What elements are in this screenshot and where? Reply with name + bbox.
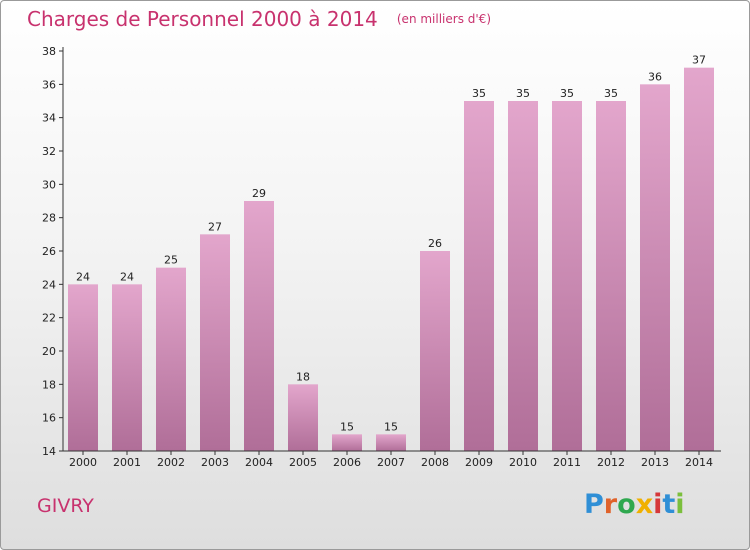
x-tick-label: 2001 xyxy=(113,456,141,469)
bar-2000 xyxy=(68,284,98,451)
x-tick-label: 2010 xyxy=(509,456,537,469)
data-label-2009: 35 xyxy=(472,87,486,100)
x-tick-label: 2009 xyxy=(465,456,493,469)
x-tick-label: 2014 xyxy=(685,456,713,469)
data-label-2007: 15 xyxy=(384,420,398,433)
x-tick-label: 2002 xyxy=(157,456,185,469)
y-tick-label: 24 xyxy=(42,278,56,291)
logo-letter: t xyxy=(662,489,676,520)
bar-2012 xyxy=(596,101,626,451)
data-label-2011: 35 xyxy=(560,87,574,100)
logo-letter: o xyxy=(617,489,636,520)
x-tick-label: 2003 xyxy=(201,456,229,469)
bar-2003 xyxy=(200,234,230,451)
bar-2008 xyxy=(420,251,450,451)
x-tick-label: 2013 xyxy=(641,456,669,469)
data-label-2006: 15 xyxy=(340,420,354,433)
chart-title: Charges de Personnel 2000 à 2014 (en mil… xyxy=(27,7,491,31)
data-label-2005: 18 xyxy=(296,370,310,383)
place-name: GIVRY xyxy=(37,495,94,517)
y-tick-label: 14 xyxy=(42,445,56,458)
bar-2011 xyxy=(552,101,582,451)
x-tick-label: 2011 xyxy=(553,456,581,469)
x-tick-label: 2012 xyxy=(597,456,625,469)
data-label-2003: 27 xyxy=(208,220,222,233)
x-tick-label: 2007 xyxy=(377,456,405,469)
data-label-2002: 25 xyxy=(164,254,178,267)
data-label-2014: 37 xyxy=(692,54,706,67)
logo-letter: P xyxy=(584,489,604,520)
bar-2004 xyxy=(244,201,274,451)
y-tick-label: 34 xyxy=(42,112,56,125)
logo-letter: i xyxy=(675,489,685,520)
y-tick-label: 38 xyxy=(42,45,56,58)
bar-2006 xyxy=(332,434,362,451)
title-main: Charges de Personnel 2000 à 2014 xyxy=(27,7,378,31)
title-unit: (en milliers d'€) xyxy=(396,12,491,26)
bar-2009 xyxy=(464,101,494,451)
data-label-2012: 35 xyxy=(604,87,618,100)
bar-2010 xyxy=(508,101,538,451)
data-label-2001: 24 xyxy=(120,270,134,283)
x-tick-label: 2004 xyxy=(245,456,273,469)
proxiti-logo: Proxiti xyxy=(584,489,685,520)
y-tick-label: 32 xyxy=(42,145,56,158)
bar-2007 xyxy=(376,434,406,451)
y-tick-label: 22 xyxy=(42,312,56,325)
logo-letter: r xyxy=(603,489,618,520)
x-tick-label: 2005 xyxy=(289,456,317,469)
data-label-2010: 35 xyxy=(516,87,530,100)
y-tick-label: 36 xyxy=(42,78,56,91)
data-label-2000: 24 xyxy=(76,270,90,283)
bar-2005 xyxy=(288,384,318,451)
y-tick-label: 16 xyxy=(42,412,56,425)
data-label-2004: 29 xyxy=(252,187,266,200)
x-tick-label: 2008 xyxy=(421,456,449,469)
y-tick-label: 26 xyxy=(42,245,56,258)
y-tick-label: 20 xyxy=(42,345,56,358)
bar-2013 xyxy=(640,84,670,451)
y-tick-label: 28 xyxy=(42,212,56,225)
data-label-2013: 36 xyxy=(648,70,662,83)
y-tick-label: 30 xyxy=(42,178,56,191)
logo-letter: i xyxy=(653,489,663,520)
bar-2001 xyxy=(112,284,142,451)
y-tick-label: 18 xyxy=(42,378,56,391)
x-tick-label: 2006 xyxy=(333,456,361,469)
data-label-2008: 26 xyxy=(428,237,442,250)
x-tick-label: 2000 xyxy=(69,456,97,469)
logo-letter: x xyxy=(635,489,654,520)
bar-2002 xyxy=(156,267,186,451)
bar-2014 xyxy=(684,67,714,452)
